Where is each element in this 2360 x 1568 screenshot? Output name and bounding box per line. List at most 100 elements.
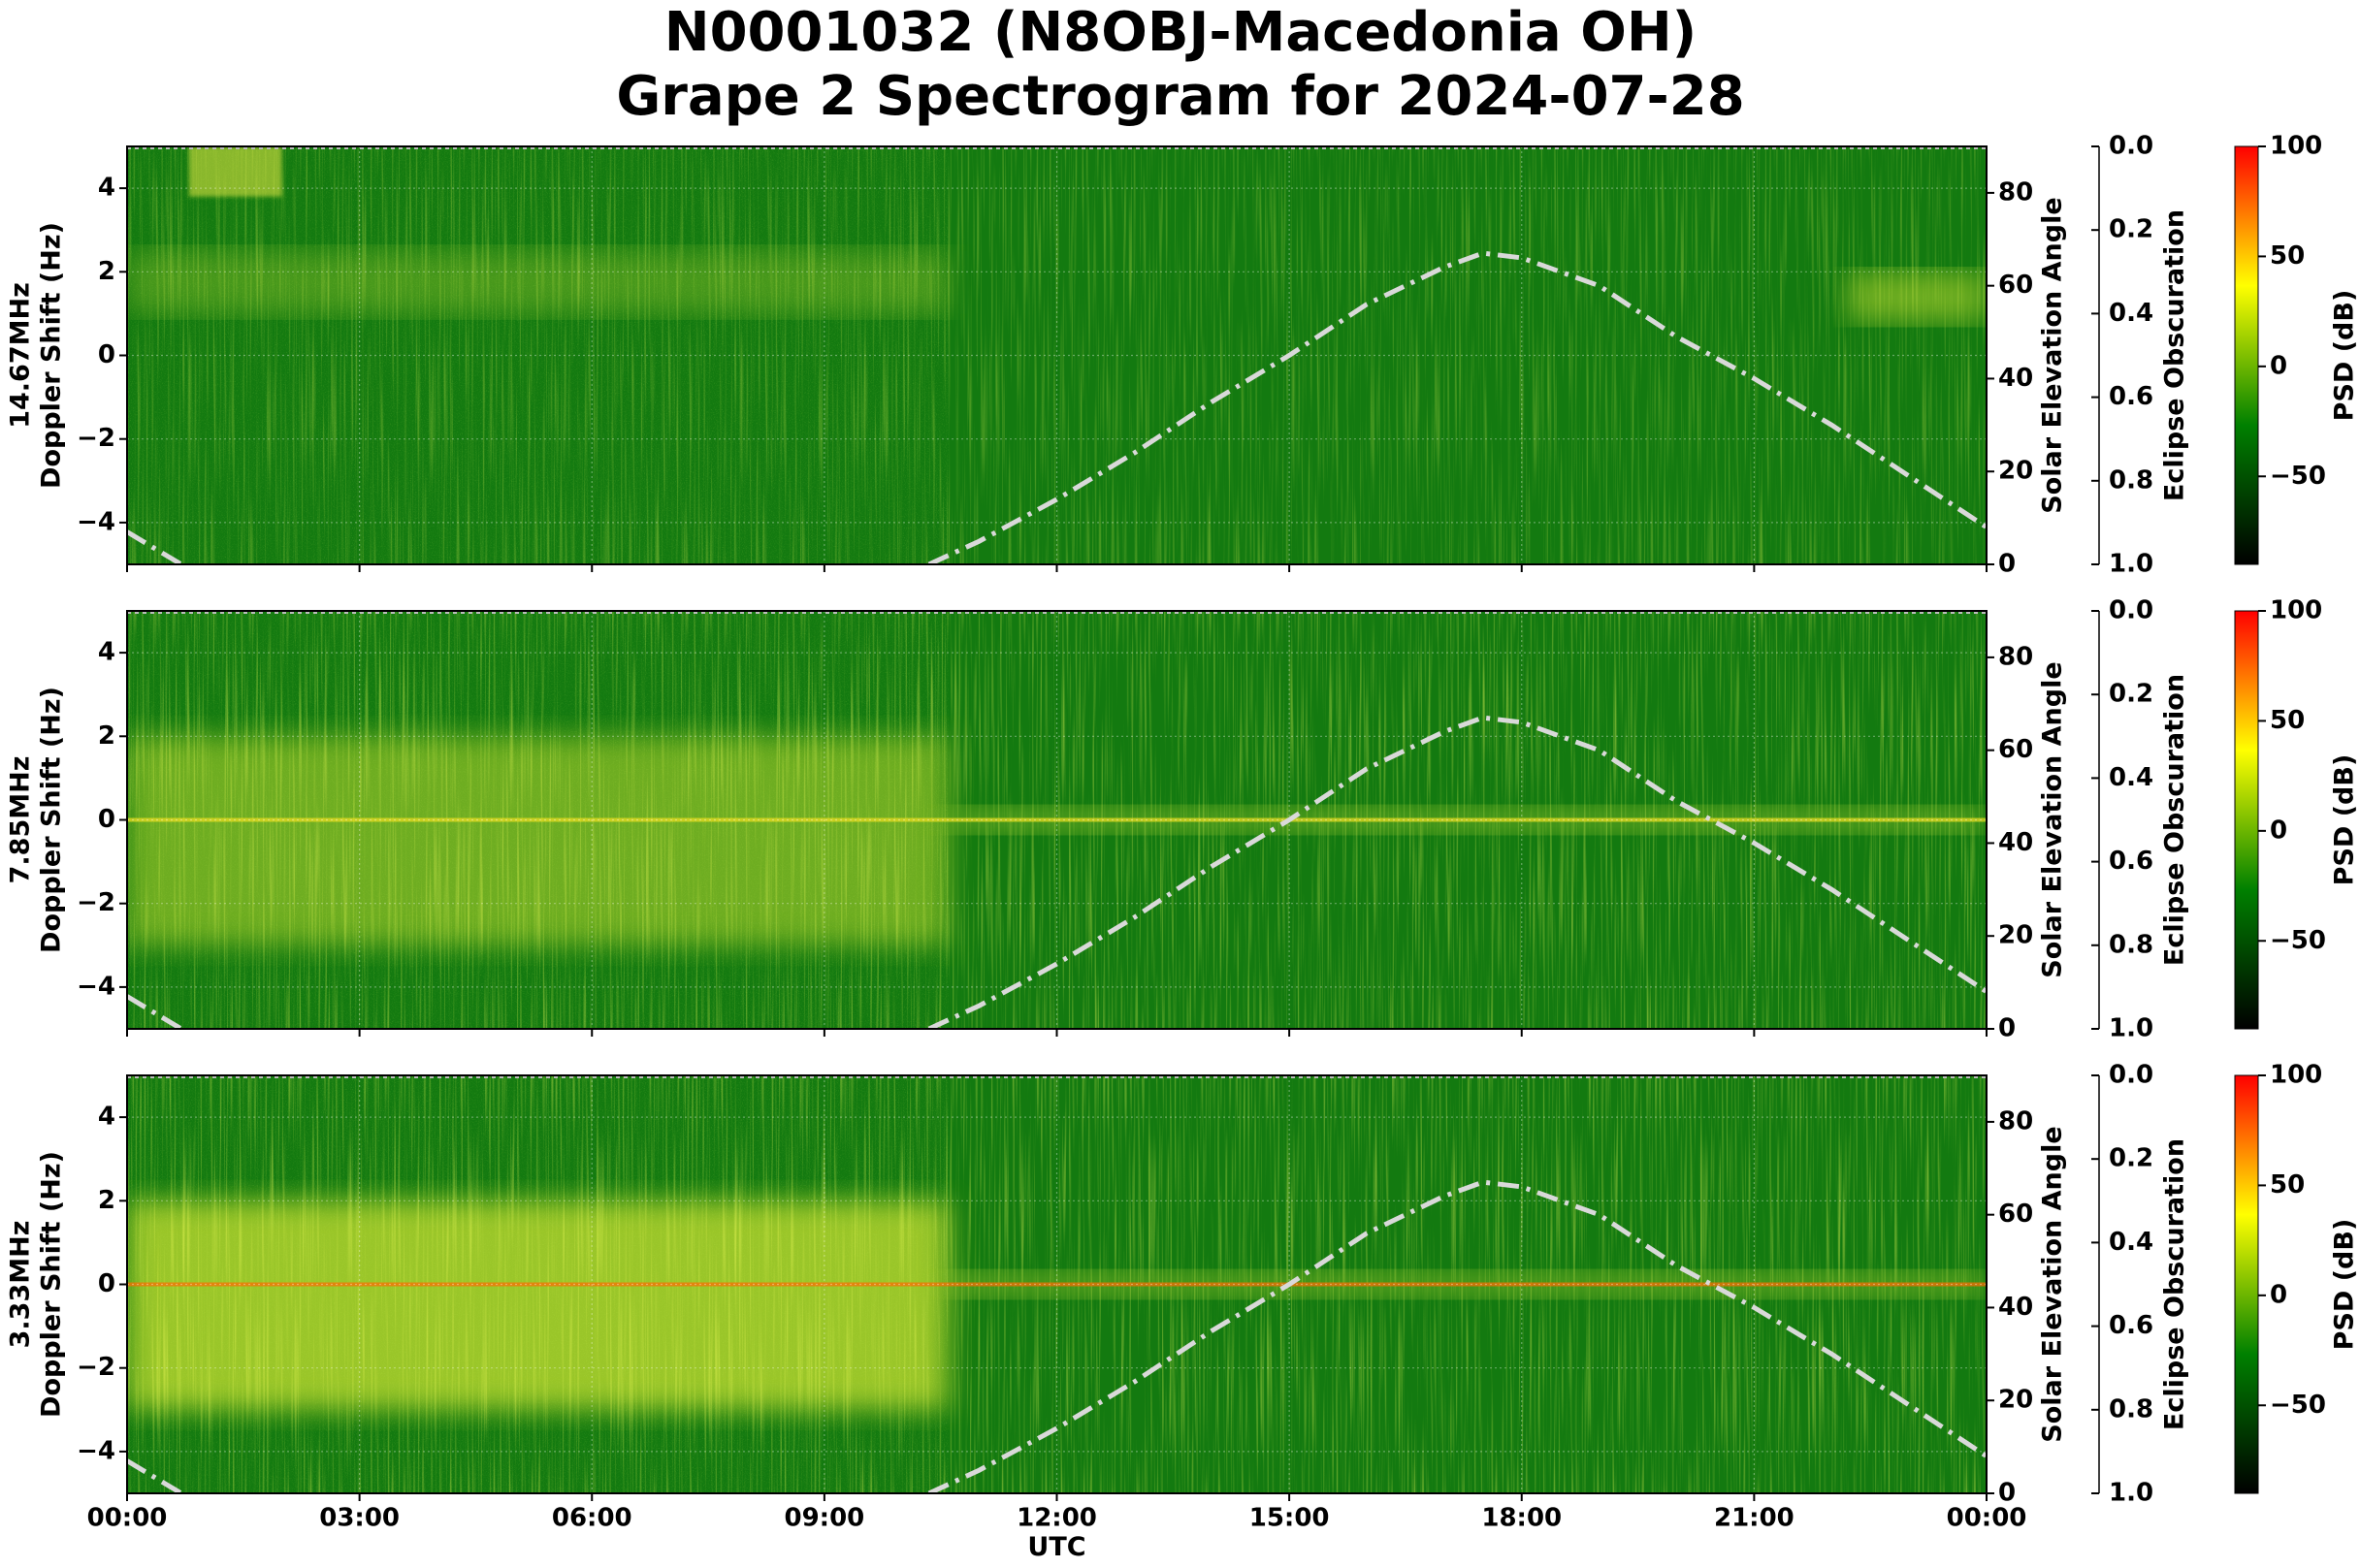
solar-elevation-line xyxy=(127,250,1987,564)
spectrogram xyxy=(127,146,1987,564)
x-tick-label: 00:00 xyxy=(1947,1504,2027,1533)
colorbar xyxy=(2234,610,2259,1030)
y3-tick-label: 0.0 xyxy=(2109,596,2153,625)
y-tick-label: 4 xyxy=(98,174,115,203)
y3-tick-label: 0.0 xyxy=(2109,132,2153,161)
x-axis-label: UTC xyxy=(1027,1532,1085,1562)
y3-tick-label: 1.0 xyxy=(2109,550,2153,579)
y3-tick-label: 0.4 xyxy=(2109,763,2153,792)
y3-tick-label: 0.6 xyxy=(2109,847,2153,876)
y2-tick-label: 20 xyxy=(1998,457,2033,486)
texture xyxy=(127,146,949,564)
y-tick-label: −2 xyxy=(77,1353,115,1382)
y2-tick-label: 0 xyxy=(1998,1479,2016,1508)
y3-tick-label: 0.8 xyxy=(2109,1394,2153,1424)
title-line: N0001032 (N8OBJ-Macedonia OH) xyxy=(664,1,1697,64)
y3-axis-label: Eclipse Obscuration xyxy=(2160,674,2190,966)
y-tick-label: −4 xyxy=(77,507,115,536)
title-line: Grape 2 Spectrogram for 2024-07-28 xyxy=(616,65,1744,128)
y2-tick-label: 0 xyxy=(1998,1014,2016,1043)
colorbar-tick-label: 0 xyxy=(2270,351,2287,380)
x-tick-label: 03:00 xyxy=(319,1504,400,1533)
y2-tick-label: 60 xyxy=(1998,1200,2033,1229)
colorbar-tick-label: −50 xyxy=(2270,1391,2326,1420)
colorbar-label: PSD (dB) xyxy=(2330,290,2360,422)
y2-tick-label: 0 xyxy=(1998,550,2016,579)
y-axis-label: Doppler Shift (Hz) xyxy=(37,1151,67,1418)
y-tick-label: 0 xyxy=(98,1269,115,1298)
y-tick-label: 0 xyxy=(98,340,115,369)
y3-axis-label: Eclipse Obscuration xyxy=(2160,209,2190,501)
colorbar-tick-label: 50 xyxy=(2270,1170,2305,1200)
y-tick-label: −2 xyxy=(77,888,115,917)
colorbar-tick-label: −50 xyxy=(2270,462,2326,491)
y2-tick-label: 40 xyxy=(1998,1293,2033,1322)
solar-elevation-line xyxy=(127,715,1987,1029)
y-axis-label: Doppler Shift (Hz) xyxy=(37,222,67,489)
colorbar xyxy=(2234,1074,2259,1494)
x-tick-label: 06:00 xyxy=(552,1504,632,1533)
y2-tick-label: 40 xyxy=(1998,364,2033,393)
y2-tick-label: 80 xyxy=(1998,1106,2033,1136)
y3-tick-label: 0.4 xyxy=(2109,299,2153,328)
y3-tick-label: 0.6 xyxy=(2109,1311,2153,1340)
y2-tick-label: 20 xyxy=(1998,1386,2033,1415)
colorbar-tick-label: 0 xyxy=(2270,816,2287,845)
y3-tick-label: 0.4 xyxy=(2109,1228,2153,1257)
colorbar-label: PSD (dB) xyxy=(2330,754,2360,886)
y-tick-label: −2 xyxy=(77,424,115,453)
colorbar-tick-label: 0 xyxy=(2270,1280,2287,1309)
x-tick-label: 00:00 xyxy=(87,1504,168,1533)
y-axis-label: 3.33MHz xyxy=(6,1221,36,1349)
plot-frame xyxy=(126,610,1988,1030)
y3-tick-label: 0.6 xyxy=(2109,382,2153,411)
x-tick-label: 09:00 xyxy=(784,1504,864,1533)
y-tick-label: −4 xyxy=(77,972,115,1001)
y-tick-label: 4 xyxy=(98,1103,115,1132)
colorbar-tick-label: 50 xyxy=(2270,706,2305,735)
colorbar-tick-label: 100 xyxy=(2270,1061,2322,1090)
colorbar-tick-label: 100 xyxy=(2270,132,2322,161)
y-tick-label: 4 xyxy=(98,638,115,667)
y2-tick-label: 40 xyxy=(1998,828,2033,857)
solar-elevation-line xyxy=(127,1179,1987,1493)
y3-axis-label: Eclipse Obscuration xyxy=(2160,1138,2190,1430)
y-axis-label: Doppler Shift (Hz) xyxy=(37,687,67,953)
plot-frame xyxy=(126,1074,1988,1494)
y2-tick-label: 60 xyxy=(1998,271,2033,300)
colorbar-label: PSD (dB) xyxy=(2330,1219,2360,1351)
y-axis-label: 7.85MHz xyxy=(6,756,36,884)
colorbar xyxy=(2234,145,2259,565)
y-tick-label: 2 xyxy=(98,257,115,286)
y-tick-label: −4 xyxy=(77,1436,115,1465)
y2-tick-label: 80 xyxy=(1998,177,2033,207)
y2-tick-label: 20 xyxy=(1998,921,2033,950)
x-tick-label: 15:00 xyxy=(1249,1504,1330,1533)
y3-tick-label: 0.8 xyxy=(2109,930,2153,959)
y3-tick-label: 0.2 xyxy=(2109,1144,2153,1173)
y-tick-label: 2 xyxy=(98,721,115,751)
y3-tick-label: 0.2 xyxy=(2109,215,2153,244)
y2-axis-label: Solar Elevation Angle xyxy=(2038,1126,2068,1442)
x-tick-label: 12:00 xyxy=(1017,1504,1097,1533)
colorbar-tick-label: 100 xyxy=(2270,596,2322,625)
y3-tick-label: 1.0 xyxy=(2109,1479,2153,1508)
y2-tick-label: 80 xyxy=(1998,642,2033,671)
y2-axis-label: Solar Elevation Angle xyxy=(2038,197,2068,513)
plot-frame xyxy=(126,145,1988,565)
x-tick-label: 18:00 xyxy=(1481,1504,1562,1533)
y3-tick-label: 0.0 xyxy=(2109,1061,2153,1090)
y3-tick-label: 1.0 xyxy=(2109,1014,2153,1043)
y2-tick-label: 60 xyxy=(1998,735,2033,764)
y2-axis-label: Solar Elevation Angle xyxy=(2038,661,2068,977)
y-tick-label: 2 xyxy=(98,1186,115,1215)
y-axis-label: 14.67MHz xyxy=(6,282,36,429)
colorbar-tick-label: −50 xyxy=(2270,926,2326,955)
y3-tick-label: 0.2 xyxy=(2109,680,2153,709)
y3-tick-label: 0.8 xyxy=(2109,465,2153,495)
colorbar-tick-label: 50 xyxy=(2270,241,2305,271)
x-tick-label: 21:00 xyxy=(1714,1504,1794,1533)
y-tick-label: 0 xyxy=(98,805,115,834)
